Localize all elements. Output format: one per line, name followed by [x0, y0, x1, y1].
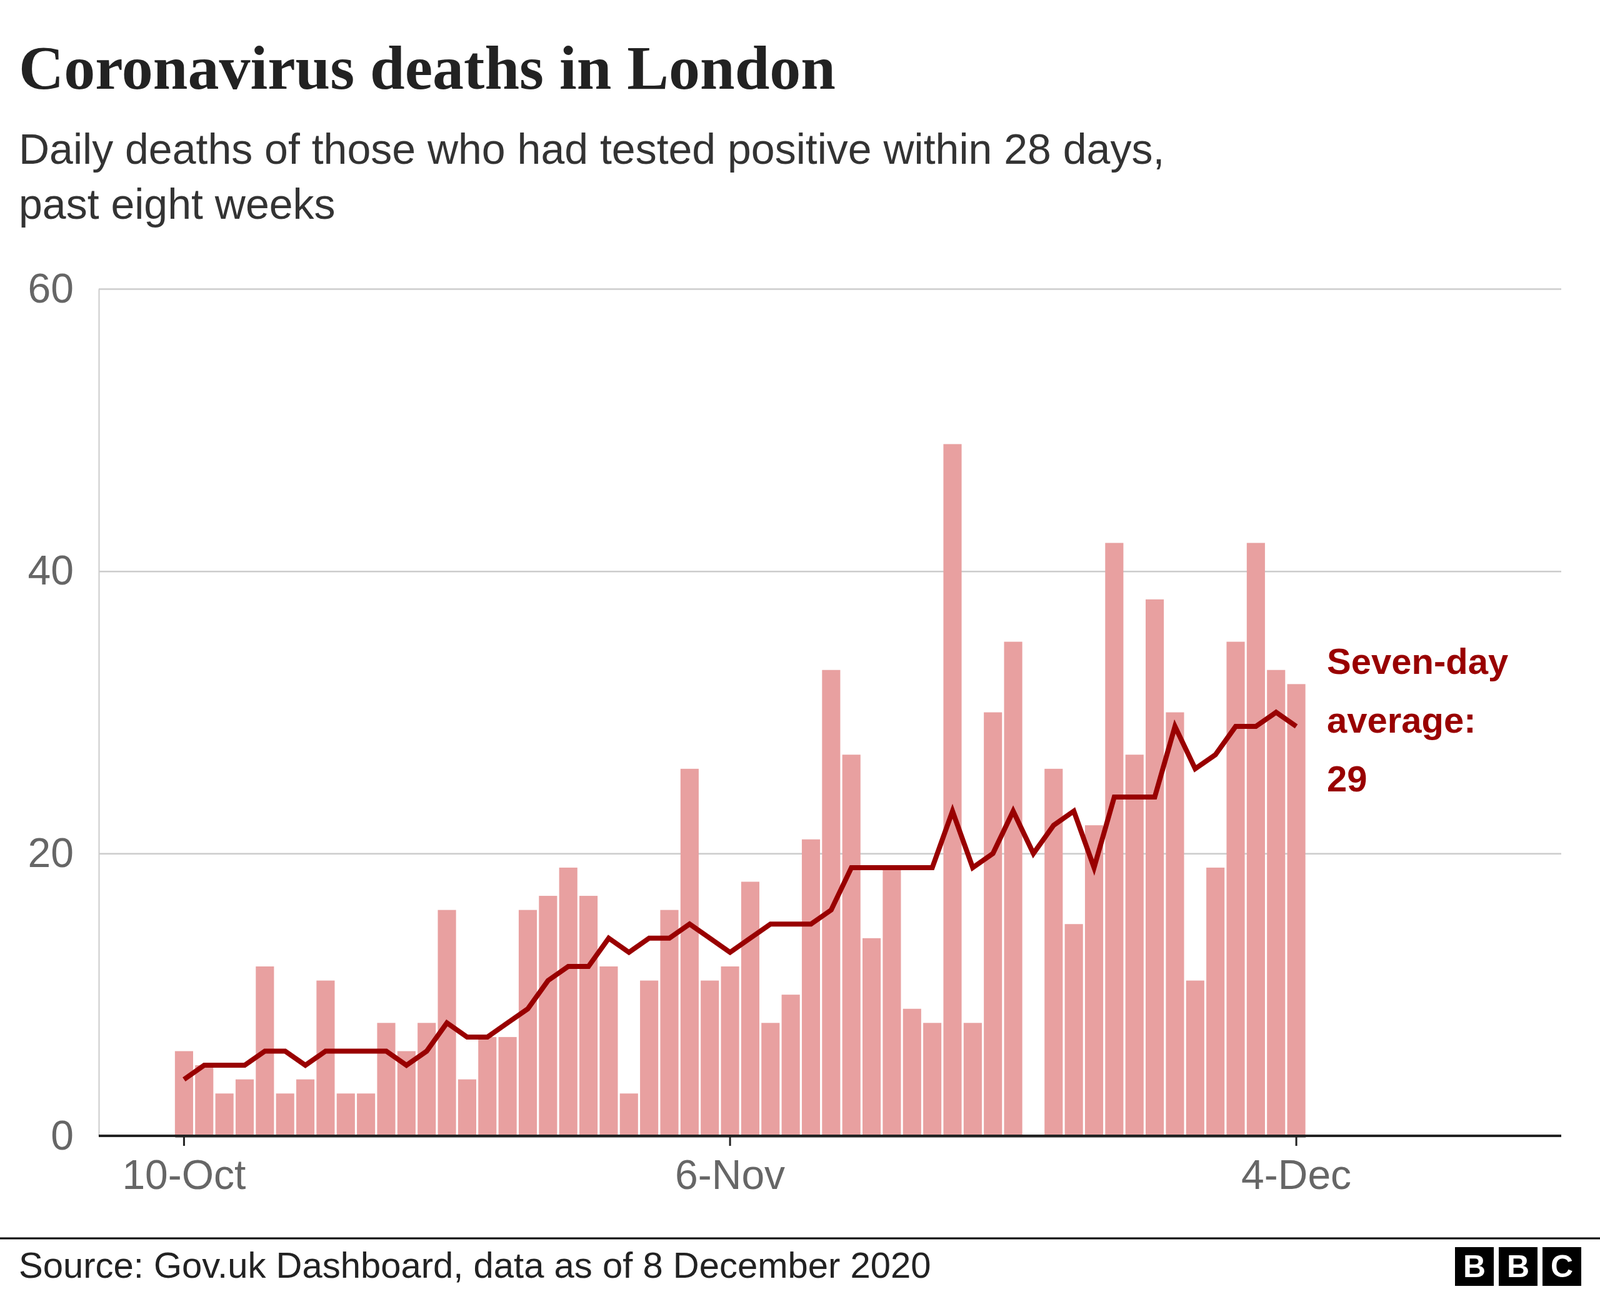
x-tick-mark	[183, 1135, 185, 1146]
y-tick-label: 0	[50, 1111, 74, 1159]
x-tick-label: 4-Dec	[1241, 1151, 1352, 1198]
bar	[862, 938, 881, 1136]
bar	[680, 768, 699, 1136]
annotation-line: Seven-day	[1326, 640, 1509, 682]
bar	[882, 867, 901, 1136]
bar	[1226, 641, 1245, 1136]
logo: BBC	[1455, 1246, 1582, 1286]
x-tick-mark	[729, 1135, 732, 1146]
bar	[336, 1093, 355, 1136]
source: Source: Gov.uk Dashboard, data as of 8 D…	[18, 1244, 931, 1285]
bar	[195, 1065, 214, 1136]
y-tick: 60	[28, 265, 1562, 312]
bar	[801, 839, 820, 1136]
bar	[963, 1022, 982, 1136]
bar	[741, 881, 760, 1137]
y-tick-label: 40	[28, 546, 74, 594]
bar	[276, 1093, 295, 1136]
bar	[478, 1036, 497, 1136]
bar	[1145, 599, 1164, 1136]
bar	[781, 994, 800, 1136]
y-tick-label: 60	[28, 265, 74, 312]
bars	[175, 443, 1306, 1136]
logo-letter: B	[1463, 1248, 1486, 1284]
bar	[559, 867, 578, 1136]
bar	[983, 712, 1002, 1137]
grid-line	[98, 570, 1562, 573]
bar	[1266, 670, 1285, 1136]
bar	[518, 910, 537, 1136]
bar	[700, 980, 719, 1136]
bar	[235, 1079, 254, 1136]
bar	[1105, 543, 1124, 1137]
bar	[1065, 923, 1084, 1136]
bar	[376, 1022, 395, 1136]
bar	[175, 1051, 194, 1137]
bar	[640, 980, 659, 1136]
bar	[620, 1093, 639, 1136]
x-tick-mark	[1295, 1135, 1298, 1146]
logo-box	[1542, 1246, 1582, 1286]
annotation: Seven-day average:	[1326, 640, 1509, 740]
average-line	[183, 712, 1297, 1080]
bar	[1186, 980, 1205, 1136]
y-tick: 20	[28, 829, 1562, 876]
baseline	[98, 1134, 1562, 1137]
bar	[1004, 641, 1023, 1136]
y-axis-line	[98, 289, 100, 1137]
logo-letter: C	[1550, 1248, 1574, 1284]
annotation-line: average:	[1326, 699, 1477, 740]
bar	[356, 1093, 375, 1136]
bar	[1165, 712, 1184, 1137]
bar	[1287, 683, 1306, 1136]
bar	[458, 1079, 477, 1136]
bar	[761, 1022, 780, 1136]
logo-box	[1455, 1246, 1494, 1286]
bar	[842, 754, 861, 1136]
subtitle: Daily deaths of those who had tested pos…	[18, 125, 1165, 173]
bar	[296, 1079, 315, 1136]
footer-rule	[0, 1237, 1600, 1240]
subtitle: past eight weeks	[18, 180, 336, 228]
bar	[1246, 543, 1265, 1137]
bar	[721, 966, 740, 1136]
x-tick-label: 6-Nov	[675, 1151, 785, 1198]
y-tick-label: 20	[28, 829, 74, 876]
bar	[660, 910, 679, 1136]
bar	[903, 1008, 922, 1136]
y-tick: 40	[28, 546, 1562, 594]
plot-area	[175, 443, 1306, 1136]
y-axis: 0 20 40 60	[28, 265, 1562, 1159]
bar	[599, 966, 618, 1136]
bar	[215, 1093, 234, 1136]
x-tick-label: 10-Oct	[121, 1151, 246, 1198]
bar	[1125, 754, 1144, 1136]
x-tick: 6-Nov	[675, 1135, 785, 1198]
grid-line	[98, 1135, 1562, 1137]
bar	[943, 443, 962, 1136]
logo-letter: B	[1506, 1248, 1530, 1284]
x-tick: 10-Oct	[121, 1135, 246, 1198]
chart-root: Coronavirus deaths in London Daily deaths…	[0, 0, 1600, 1294]
bar	[923, 1022, 942, 1136]
grid-line	[98, 288, 1562, 290]
bar	[498, 1036, 517, 1136]
bar	[1206, 867, 1225, 1136]
bar	[821, 670, 840, 1136]
title: Coronavirus deaths in London	[18, 33, 836, 103]
bar	[538, 895, 557, 1136]
logo-box	[1498, 1246, 1538, 1286]
bar	[579, 895, 598, 1136]
x-axis: 10-Oct 6-Nov 4-Dec	[121, 1135, 1352, 1198]
annotation-value: 29	[1326, 758, 1368, 799]
x-tick: 4-Dec	[1241, 1135, 1352, 1198]
